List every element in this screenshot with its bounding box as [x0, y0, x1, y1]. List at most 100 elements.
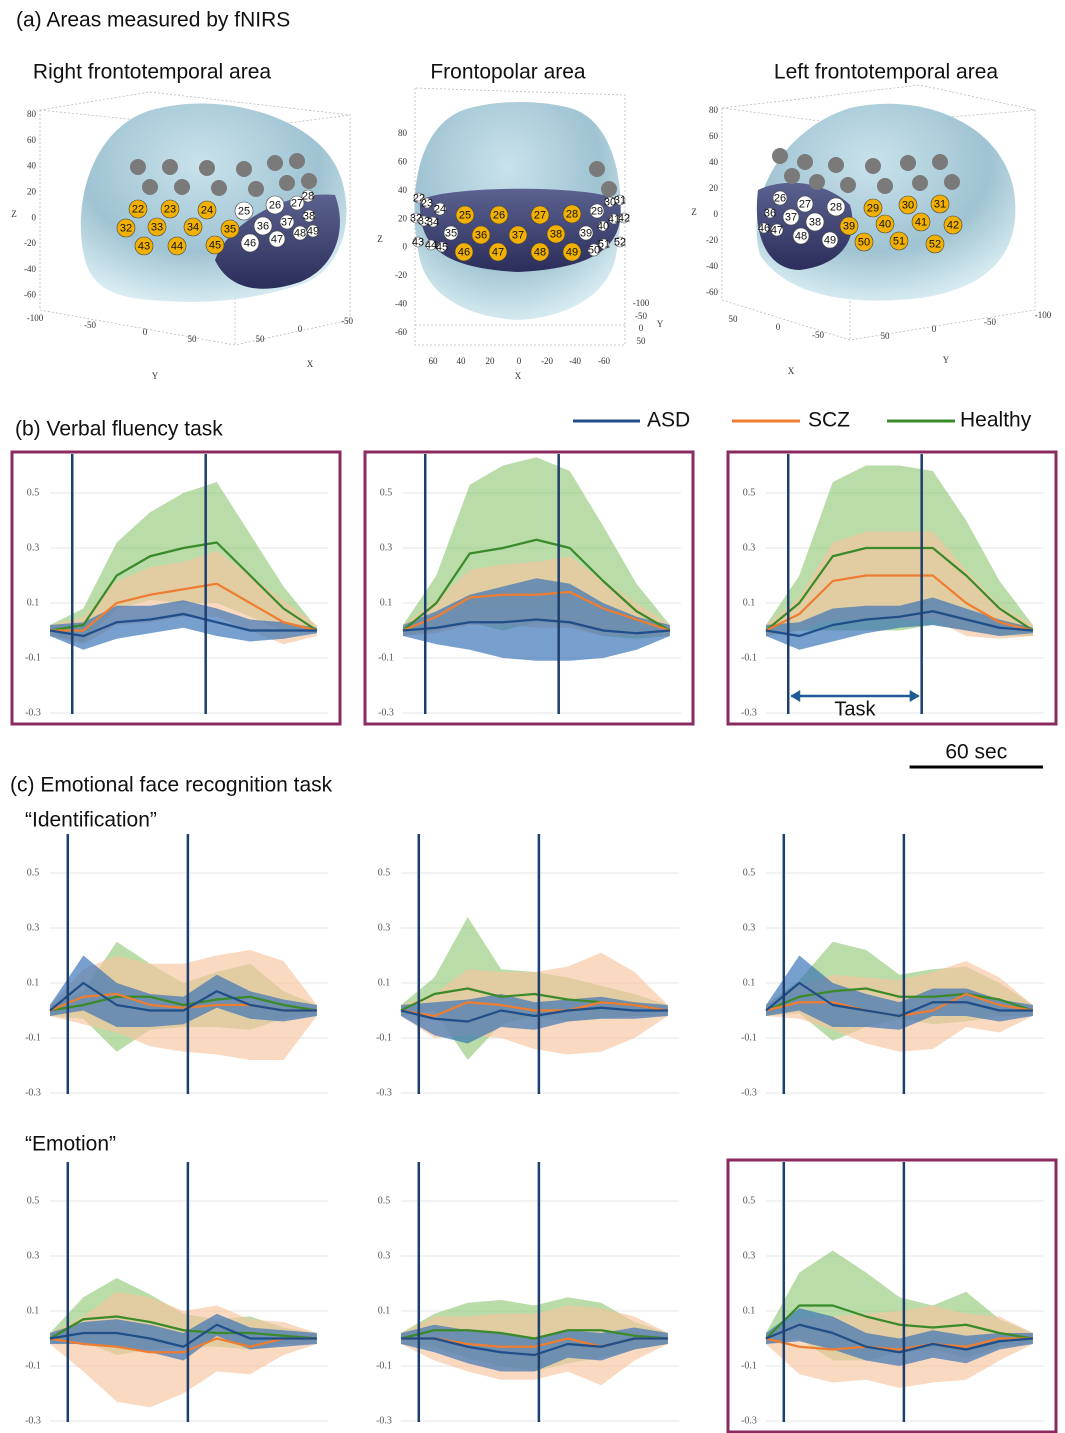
- channel-label: 45: [436, 241, 448, 253]
- legend-label: ASD: [647, 409, 690, 432]
- y-tick-label: 0.1: [743, 597, 756, 608]
- brain-title: Right frontotemporal area: [33, 61, 271, 84]
- line-chart: 0.50.30.1-0.1-0.3: [365, 452, 693, 724]
- channel-label: 49: [307, 225, 319, 237]
- channel-label: 38: [809, 216, 821, 228]
- y-tick-label: 0.5: [380, 487, 393, 498]
- line-chart: 0.50.30.1-0.1-0.3: [376, 834, 679, 1098]
- y-tick-label: -0.1: [741, 1032, 757, 1043]
- channel-label: 36: [764, 207, 776, 219]
- channel-label: 50: [858, 236, 870, 248]
- axis-tick-label: 50: [256, 334, 266, 344]
- channel-label: 32: [120, 222, 132, 234]
- z-tick-label: 60: [27, 135, 37, 145]
- y-tick-label: 0.5: [743, 487, 756, 498]
- z-tick-label: -60: [24, 290, 36, 300]
- line-chart: 0.50.30.1-0.1-0.3: [741, 834, 1044, 1098]
- probe: [289, 153, 305, 169]
- y-tick-label: 0.1: [27, 977, 40, 988]
- y-tick-label: 0.1: [27, 597, 40, 608]
- y-tick-label: 0.1: [27, 1305, 40, 1316]
- z-tick-label: -40: [706, 261, 718, 271]
- y-tick-label: -0.1: [25, 1032, 41, 1043]
- channel-label: 28: [302, 190, 314, 202]
- y-tick-label: 0.3: [743, 1250, 756, 1261]
- axis-tick-label: -50: [984, 317, 996, 327]
- axis-tick-label: -50: [635, 311, 647, 321]
- axis-tick-label: -40: [569, 356, 581, 366]
- z-tick-label: -20: [395, 270, 407, 280]
- z-tick-label: 20: [27, 186, 37, 196]
- channel-label: 23: [164, 203, 176, 215]
- y-tick-label: 0.5: [743, 1195, 756, 1206]
- z-tick-label: 0: [714, 209, 719, 219]
- channel-label: 34: [187, 221, 199, 233]
- panel-b-title: (b) Verbal fluency task: [15, 418, 223, 441]
- axis-tick-label: 0: [143, 327, 148, 337]
- probe: [236, 161, 252, 177]
- channel-label: 51: [598, 238, 610, 250]
- probe: [932, 154, 948, 170]
- channel-label: 34: [427, 216, 439, 228]
- y-tick-label: -0.3: [376, 1087, 392, 1098]
- z-tick-label: 20: [709, 183, 719, 193]
- axis-label: Z: [11, 209, 17, 219]
- probe: [301, 173, 317, 189]
- axis-tick-label: 50: [637, 336, 647, 346]
- y-tick-label: 0.3: [378, 922, 391, 933]
- channel-label: 47: [271, 233, 283, 245]
- y-tick-label: 0.3: [27, 922, 40, 933]
- channel-label: 37: [512, 229, 524, 241]
- axis-label: Y: [943, 355, 950, 365]
- z-tick-label: 80: [398, 128, 408, 138]
- channel-label: 42: [947, 219, 959, 231]
- z-tick-label: 0: [32, 212, 37, 222]
- y-tick-label: 0.3: [378, 1250, 391, 1261]
- axis-tick-label: 0: [639, 323, 644, 333]
- z-tick-label: 60: [398, 156, 408, 166]
- channel-label: 22: [132, 203, 144, 215]
- y-tick-label: 0.3: [743, 922, 756, 933]
- axis-tick-label: 50: [881, 331, 891, 341]
- y-tick-label: 0.1: [743, 977, 756, 988]
- z-tick-label: 60: [709, 131, 719, 141]
- y-tick-label: 0.5: [743, 867, 756, 878]
- line-chart: 0.50.30.1-0.1-0.3: [25, 834, 328, 1098]
- channel-label: 46: [244, 237, 256, 249]
- channel-label: 24: [434, 203, 446, 215]
- y-tick-label: 0.1: [380, 597, 393, 608]
- axis-tick-label: -60: [598, 356, 610, 366]
- y-tick-label: -0.1: [25, 652, 41, 663]
- panel-c-title: (c) Emotional face recognition task: [10, 774, 333, 797]
- channel-label: 41: [915, 216, 927, 228]
- axis-label: X: [515, 371, 522, 381]
- probe: [211, 180, 227, 196]
- channel-label: 39: [580, 227, 592, 239]
- legend-label: Healthy: [960, 409, 1032, 432]
- axis-tick-label: -100: [1035, 310, 1052, 320]
- panel-a-title: (a) Areas measured by fNIRS: [16, 9, 290, 32]
- probe: [828, 157, 844, 173]
- channel-label: 46: [458, 246, 470, 258]
- z-tick-label: 0: [403, 242, 408, 252]
- channel-label: 47: [492, 246, 504, 258]
- y-tick-label: -0.3: [25, 1415, 41, 1426]
- axis-tick-label: 0: [517, 356, 522, 366]
- channel-label: 39: [843, 220, 855, 232]
- y-tick-label: 0.3: [27, 1250, 40, 1261]
- y-tick-label: -0.1: [376, 1360, 392, 1371]
- channel-label: 38: [303, 210, 315, 222]
- z-tick-label: -60: [395, 327, 407, 337]
- brain-title: Frontopolar area: [430, 61, 586, 84]
- channel-label: 51: [893, 235, 905, 247]
- line-chart: 0.50.30.1-0.1-0.3: [25, 1162, 328, 1426]
- axis-tick-label: -50: [341, 316, 353, 326]
- probe: [809, 174, 825, 190]
- scale-bar-label: 60 sec: [945, 741, 1007, 764]
- y-tick-label: 0.3: [743, 542, 756, 553]
- axis-label: Z: [377, 234, 383, 244]
- axis-tick-label: -50: [84, 320, 96, 330]
- probe: [142, 179, 158, 195]
- channel-label: 48: [795, 230, 807, 242]
